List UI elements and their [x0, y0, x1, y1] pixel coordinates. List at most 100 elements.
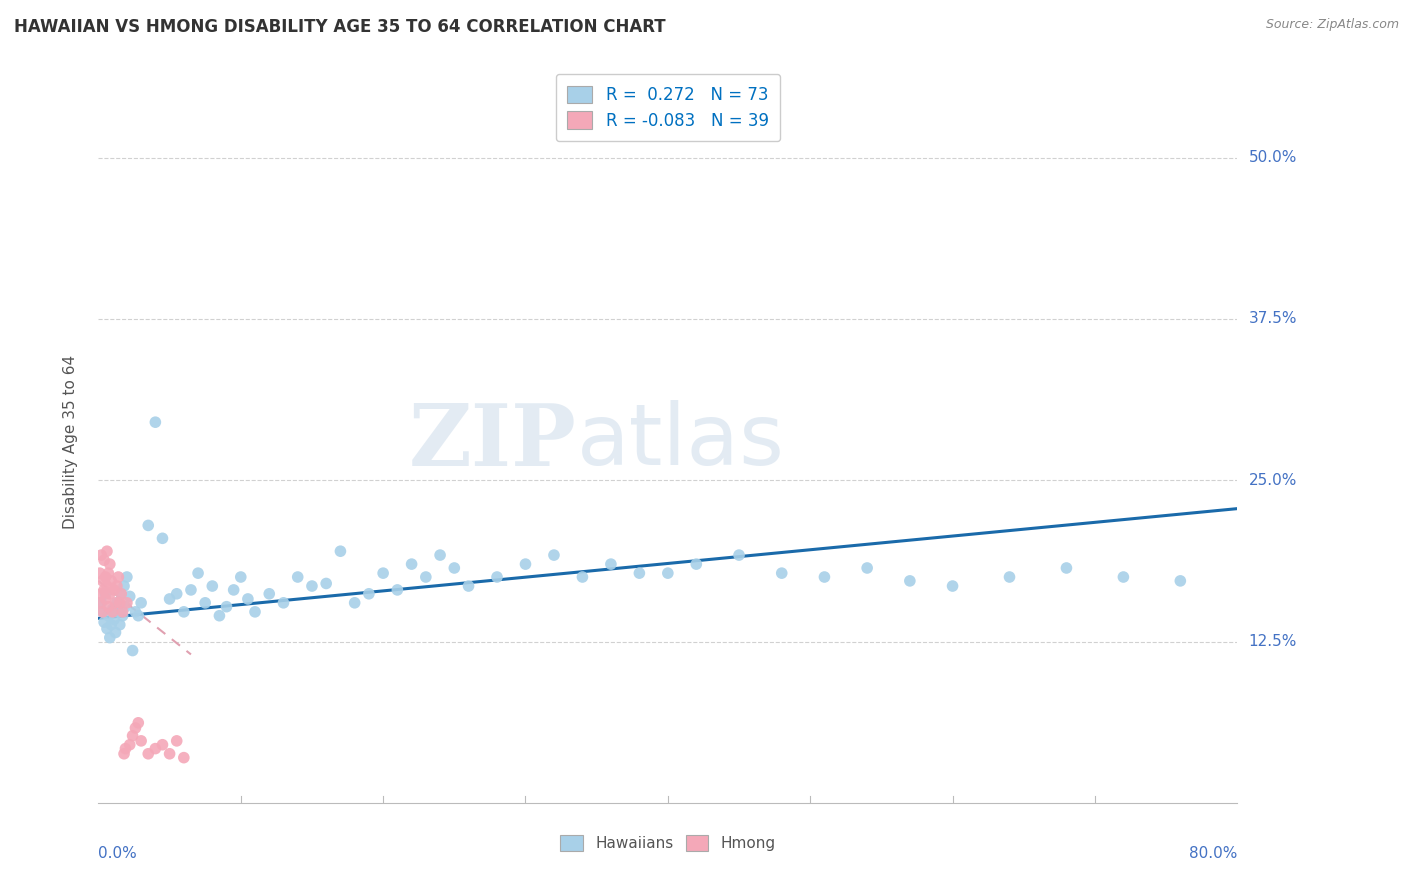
Point: [159, 591, 181, 606]
Point: [273, 596, 295, 610]
Point: [600, 557, 623, 571]
Point: [159, 747, 181, 761]
Point: [98, 557, 121, 571]
Point: [166, 734, 188, 748]
Point: [107, 605, 129, 619]
Point: [571, 570, 593, 584]
Point: [208, 608, 231, 623]
Text: 0.0%: 0.0%: [98, 847, 138, 861]
Point: [112, 579, 135, 593]
Point: [387, 582, 409, 597]
Point: [93, 615, 115, 630]
Point: [91, 574, 114, 588]
Point: [97, 608, 120, 623]
Point: [1170, 574, 1192, 588]
Point: [180, 582, 202, 597]
Point: [813, 570, 835, 584]
Point: [628, 566, 651, 581]
Point: [94, 587, 117, 601]
Point: [93, 553, 115, 567]
Point: [301, 579, 323, 593]
Text: 12.5%: 12.5%: [1249, 634, 1298, 649]
Point: [201, 579, 224, 593]
Point: [110, 587, 132, 601]
Point: [215, 599, 238, 614]
Point: [94, 591, 117, 606]
Point: [103, 582, 125, 597]
Point: [315, 576, 337, 591]
Point: [194, 596, 217, 610]
Point: [856, 561, 879, 575]
Point: [90, 587, 112, 601]
Point: [114, 741, 136, 756]
Point: [89, 596, 111, 610]
Point: [145, 741, 167, 756]
Point: [108, 596, 131, 610]
Point: [111, 605, 134, 619]
Point: [91, 605, 114, 619]
Point: [942, 579, 965, 593]
Point: [115, 570, 138, 584]
Point: [685, 557, 707, 571]
Point: [136, 747, 159, 761]
Point: [136, 518, 159, 533]
Point: [152, 531, 174, 545]
Point: [96, 622, 118, 636]
Point: [108, 617, 131, 632]
Point: [515, 557, 537, 571]
Point: [222, 582, 245, 597]
Point: [443, 561, 465, 575]
Point: [229, 570, 252, 584]
Point: [93, 582, 115, 597]
Point: [898, 574, 921, 588]
Point: [103, 613, 125, 627]
Point: [101, 605, 124, 619]
Point: [114, 599, 136, 614]
Point: [127, 608, 149, 623]
Point: [107, 570, 129, 584]
Text: Source: ZipAtlas.com: Source: ZipAtlas.com: [1265, 18, 1399, 31]
Point: [90, 548, 112, 562]
Text: HAWAIIAN VS HMONG DISABILITY AGE 35 TO 64 CORRELATION CHART: HAWAIIAN VS HMONG DISABILITY AGE 35 TO 6…: [14, 18, 665, 36]
Point: [145, 415, 167, 429]
Point: [657, 566, 679, 581]
Point: [429, 548, 451, 562]
Point: [121, 643, 143, 657]
Point: [129, 596, 152, 610]
Point: [243, 605, 266, 619]
Point: [457, 579, 479, 593]
Point: [110, 587, 132, 601]
Point: [166, 587, 188, 601]
Point: [98, 587, 121, 601]
Point: [329, 544, 352, 558]
Point: [98, 631, 121, 645]
Point: [121, 729, 143, 743]
Point: [101, 602, 124, 616]
Point: [100, 574, 122, 588]
Point: [97, 599, 120, 614]
Text: 50.0%: 50.0%: [1249, 150, 1298, 165]
Point: [152, 738, 174, 752]
Point: [373, 566, 395, 581]
Text: atlas: atlas: [576, 400, 785, 483]
Point: [486, 570, 509, 584]
Point: [94, 570, 117, 584]
Point: [96, 579, 118, 593]
Point: [115, 596, 138, 610]
Point: [543, 548, 565, 562]
Point: [112, 747, 135, 761]
Point: [104, 596, 127, 610]
Point: [728, 548, 751, 562]
Legend: Hawaiians, Hmong: Hawaiians, Hmong: [551, 826, 785, 860]
Point: [129, 734, 152, 748]
Point: [415, 570, 437, 584]
Point: [259, 587, 281, 601]
Point: [236, 591, 259, 606]
Point: [91, 605, 114, 619]
Text: ZIP: ZIP: [409, 400, 576, 483]
Point: [100, 617, 122, 632]
Point: [770, 566, 793, 581]
Point: [96, 544, 118, 558]
Point: [287, 570, 309, 584]
Point: [118, 738, 141, 752]
